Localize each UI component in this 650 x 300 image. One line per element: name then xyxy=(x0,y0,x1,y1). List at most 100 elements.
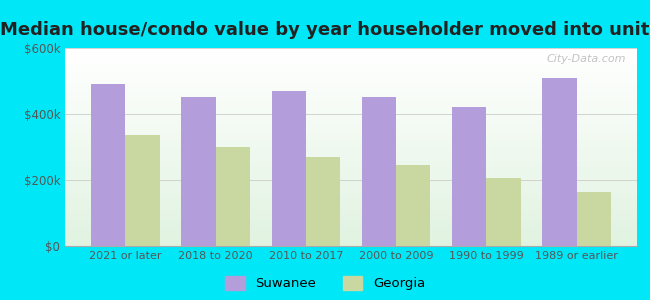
Bar xyxy=(65,154,637,155)
Bar xyxy=(65,186,637,187)
Bar xyxy=(65,204,637,206)
Bar xyxy=(65,142,637,143)
Bar xyxy=(65,164,637,165)
Bar xyxy=(65,50,637,51)
Bar xyxy=(65,88,637,90)
Bar xyxy=(65,52,637,53)
Bar xyxy=(216,147,250,246)
Bar xyxy=(306,157,340,246)
Bar xyxy=(65,157,637,158)
Bar xyxy=(65,234,637,235)
Bar xyxy=(65,58,637,59)
Bar xyxy=(65,76,637,77)
Bar xyxy=(65,49,637,50)
Bar xyxy=(65,143,637,144)
Bar xyxy=(65,111,637,112)
Bar xyxy=(65,206,637,207)
Bar xyxy=(65,197,637,199)
Bar xyxy=(65,81,637,82)
Bar xyxy=(65,176,637,177)
Bar xyxy=(65,73,637,74)
Bar xyxy=(65,90,637,91)
Bar xyxy=(65,167,637,168)
Bar xyxy=(577,191,611,246)
Bar xyxy=(65,53,637,54)
Bar xyxy=(65,193,637,194)
Bar xyxy=(65,85,637,86)
Bar xyxy=(65,199,637,200)
Bar xyxy=(65,214,637,215)
Bar xyxy=(65,221,637,222)
Bar xyxy=(65,125,637,126)
Bar xyxy=(65,232,637,233)
Bar xyxy=(65,137,637,138)
Bar xyxy=(65,171,637,172)
Bar xyxy=(65,100,637,101)
Bar xyxy=(65,124,637,125)
Bar xyxy=(65,61,637,62)
Bar xyxy=(65,115,637,116)
Bar xyxy=(65,126,637,127)
Bar xyxy=(125,135,160,246)
Bar xyxy=(65,130,637,131)
Bar xyxy=(65,194,637,196)
Text: City-Data.com: City-Data.com xyxy=(546,54,625,64)
Bar xyxy=(65,106,637,107)
Bar xyxy=(65,203,637,204)
Bar xyxy=(65,134,637,135)
Bar xyxy=(65,183,637,184)
Bar xyxy=(65,152,637,153)
Bar xyxy=(65,68,637,69)
Bar xyxy=(65,91,637,92)
Bar xyxy=(65,218,637,219)
Bar xyxy=(65,179,637,180)
Bar xyxy=(65,147,637,148)
Bar xyxy=(65,114,637,115)
Bar xyxy=(65,74,637,75)
Bar xyxy=(65,173,637,174)
Bar xyxy=(65,243,637,244)
Bar xyxy=(65,238,637,239)
Bar xyxy=(65,184,637,186)
Bar xyxy=(65,172,637,173)
Bar xyxy=(65,200,637,202)
Bar xyxy=(65,236,637,237)
Bar xyxy=(181,98,216,246)
Text: Median house/condo value by year householder moved into unit: Median house/condo value by year househo… xyxy=(0,21,650,39)
Bar xyxy=(65,121,637,122)
Bar xyxy=(65,150,637,151)
Bar xyxy=(65,216,637,217)
Bar xyxy=(65,104,637,105)
Bar xyxy=(65,102,637,104)
Bar xyxy=(65,182,637,183)
Bar xyxy=(65,82,637,83)
Bar xyxy=(65,122,637,123)
Bar xyxy=(65,97,637,98)
Bar xyxy=(65,180,637,181)
Bar xyxy=(65,55,637,56)
Bar xyxy=(65,101,637,102)
Bar xyxy=(65,51,637,52)
Bar xyxy=(65,155,637,156)
Bar xyxy=(65,139,637,140)
Bar xyxy=(65,178,637,179)
Bar xyxy=(65,110,637,111)
Bar xyxy=(65,108,637,110)
Bar xyxy=(65,84,637,85)
Bar xyxy=(65,163,637,164)
Bar xyxy=(65,161,637,162)
Bar xyxy=(65,181,637,182)
Bar xyxy=(65,174,637,175)
Bar xyxy=(65,231,637,232)
Bar xyxy=(65,66,637,67)
Bar xyxy=(65,202,637,203)
Bar xyxy=(65,112,637,113)
Bar xyxy=(65,65,637,66)
Bar xyxy=(65,100,637,101)
Bar xyxy=(65,70,637,71)
Bar xyxy=(65,212,637,213)
Bar xyxy=(65,119,637,120)
Bar xyxy=(65,223,637,224)
Bar xyxy=(65,159,637,160)
Bar xyxy=(65,187,637,188)
